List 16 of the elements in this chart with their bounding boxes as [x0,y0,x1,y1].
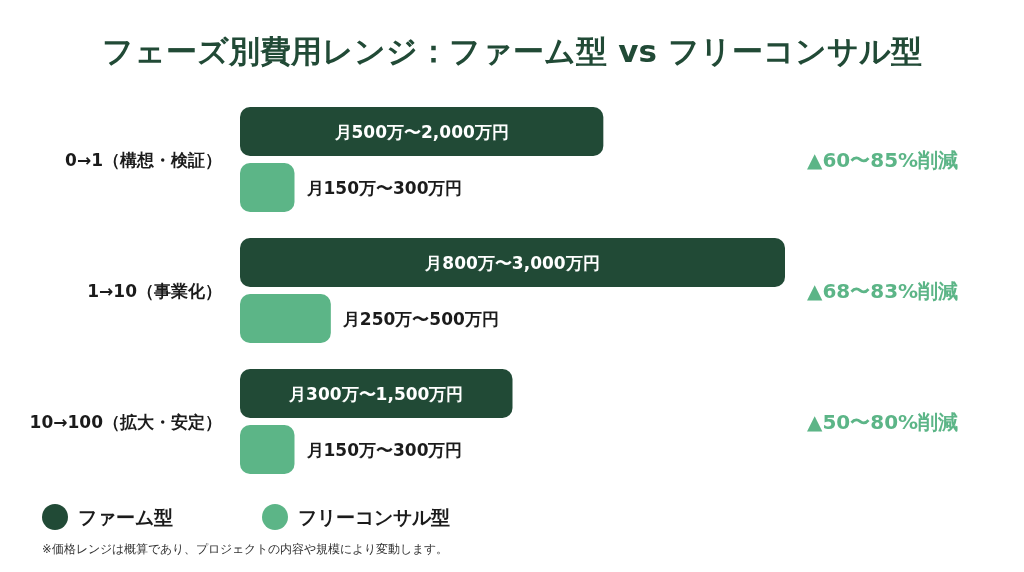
value-label: 月500万〜2,000万円 [334,121,509,142]
category-label: 1→10（事業化） [87,280,222,301]
value-label: 月250万〜500万円 [342,308,499,329]
value-label: 月150万〜300万円 [306,177,463,198]
title: フェーズ別費用レンジ：ファーム型 vs フリーコンサル型 [102,33,922,69]
value-label: 月150万〜300万円 [306,439,463,460]
value-label: 月300万〜1,500万円 [289,383,464,404]
annotation: ▲60〜85%削減 [807,147,959,172]
value-label: 月800万〜3,000万円 [425,252,600,273]
category-label: 10→100（拡大・安定） [29,411,222,432]
note: ※価格レンジは概算であり、プロジェクトの内容や規模により変動します。 [42,542,448,556]
annotation: ▲68〜83%削減 [807,278,959,303]
category-label: 0→1（構想・検証） [65,149,222,170]
legend-label: フリーコンサル型 [298,506,450,528]
annotation: ▲50〜80%削減 [807,409,959,434]
legend-label: ファーム型 [78,506,173,528]
